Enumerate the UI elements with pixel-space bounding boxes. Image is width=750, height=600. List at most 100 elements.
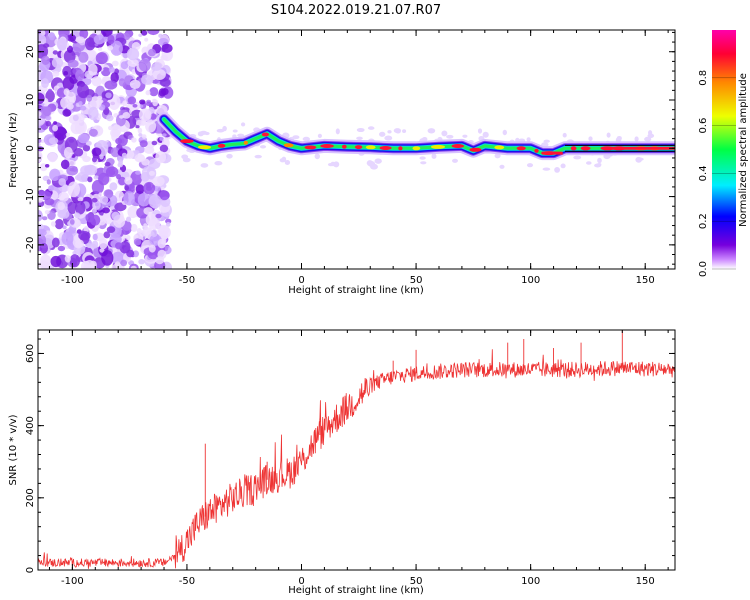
spectrogram-xtick-label: 50: [410, 275, 423, 286]
faint-blob: [356, 136, 363, 140]
noise-blob: [124, 185, 130, 191]
noise-blob: [126, 249, 135, 258]
noise-blob: [143, 181, 156, 195]
snr-xtick-label: -100: [61, 576, 84, 587]
noise-blob: [86, 242, 92, 249]
noise-blob: [102, 207, 110, 214]
noise-blob: [154, 185, 161, 192]
faint-blob: [335, 128, 340, 135]
noise-blob: [150, 229, 158, 237]
snr-frame: [37, 329, 676, 571]
hotspot: [180, 139, 194, 144]
noise-blob: [120, 61, 129, 70]
hotspot: [354, 145, 363, 150]
noise-blob: [88, 128, 98, 137]
faint-blob: [292, 135, 300, 140]
noise-blob: [150, 113, 157, 120]
noise-blob: [106, 114, 114, 122]
faint-blob: [543, 139, 550, 143]
noise-blob: [126, 216, 132, 223]
faint-blob: [226, 153, 233, 159]
noise-blob: [118, 159, 123, 165]
hotspot: [304, 145, 317, 150]
noise-blob: [41, 55, 50, 65]
noise-blob: [137, 127, 143, 134]
noise-blob: [161, 88, 169, 96]
spectrogram-xtick-label: 150: [636, 275, 655, 286]
noise-blob: [49, 168, 61, 181]
noise-blob: [148, 170, 155, 176]
faint-blob: [499, 164, 505, 169]
noise-blob: [38, 195, 44, 203]
noise-blob: [57, 210, 67, 218]
noise-blob: [51, 57, 64, 68]
faint-blob: [317, 133, 322, 139]
noise-blob: [111, 124, 122, 137]
noise-blob: [148, 244, 156, 253]
faint-blob: [237, 133, 245, 138]
spectrogram-image: [38, 30, 675, 269]
faint-blob: [393, 128, 402, 134]
noise-blob: [144, 37, 149, 42]
noise-blob: [61, 231, 74, 246]
spectrogram-ytick-label: 20: [25, 45, 36, 58]
noise-blob: [67, 45, 73, 53]
noise-blob: [99, 248, 105, 253]
hotspot: [412, 146, 421, 151]
noise-blob: [45, 115, 51, 121]
faint-blob: [635, 157, 644, 161]
faint-blob: [452, 158, 458, 163]
noise-blob: [65, 132, 71, 137]
noise-blob: [78, 51, 89, 63]
noise-blob: [77, 83, 90, 99]
snr-xtick-label: 100: [521, 576, 540, 587]
noise-blob: [101, 250, 114, 266]
noise-blob: [110, 40, 123, 56]
noise-blob: [86, 94, 93, 102]
faint-blob: [181, 154, 189, 160]
noise-blob: [157, 238, 166, 249]
faint-blob: [502, 129, 508, 136]
faint-blob: [554, 167, 561, 173]
noise-blob: [98, 172, 110, 186]
noise-blob: [127, 205, 139, 219]
noise-blob: [114, 190, 125, 202]
noise-blob: [155, 47, 161, 53]
noise-blob: [76, 171, 89, 183]
noise-blob: [107, 34, 115, 45]
figure-title: S104.2022.019.21.07.R07: [271, 3, 441, 18]
noise-blob: [108, 66, 115, 73]
snr-ticks: -100 -50 0 50 100 150 0 200 400 600: [25, 330, 675, 587]
noise-blob: [132, 250, 139, 258]
faint-blob: [647, 133, 655, 139]
faint-blob: [462, 134, 468, 138]
faint-blob: [314, 153, 321, 160]
noise-blob: [135, 170, 141, 175]
faint-blob: [596, 162, 602, 167]
noise-blob: [79, 105, 87, 111]
noise-blob: [47, 88, 53, 93]
noise-blob: [39, 260, 48, 269]
faint-blob: [366, 160, 374, 167]
noise-blob: [98, 192, 103, 198]
noise-blob: [104, 161, 111, 167]
noise-blob: [114, 261, 121, 267]
noise-blob: [77, 133, 90, 144]
spectrogram-xlabel: Height of straight line (km): [288, 285, 424, 296]
faint-blob: [441, 130, 448, 137]
noise-blob: [103, 231, 111, 239]
noise-blob: [143, 207, 153, 215]
noise-blob: [132, 104, 138, 108]
snr-xtick-label: -50: [179, 576, 195, 587]
noise-blob: [148, 218, 161, 230]
noise-blob: [42, 216, 48, 221]
faint-blob: [216, 128, 225, 133]
noise-blob: [44, 198, 55, 206]
faint-blob: [482, 131, 489, 138]
noise-blob: [75, 239, 84, 248]
spectrogram-ytick-label: -10: [25, 188, 36, 204]
colorbar-ticks: 0.0 0.2 0.4 0.6 0.8: [698, 70, 736, 277]
noise-blob: [42, 43, 50, 48]
noise-blob: [110, 147, 121, 158]
noise-blob: [38, 138, 42, 144]
